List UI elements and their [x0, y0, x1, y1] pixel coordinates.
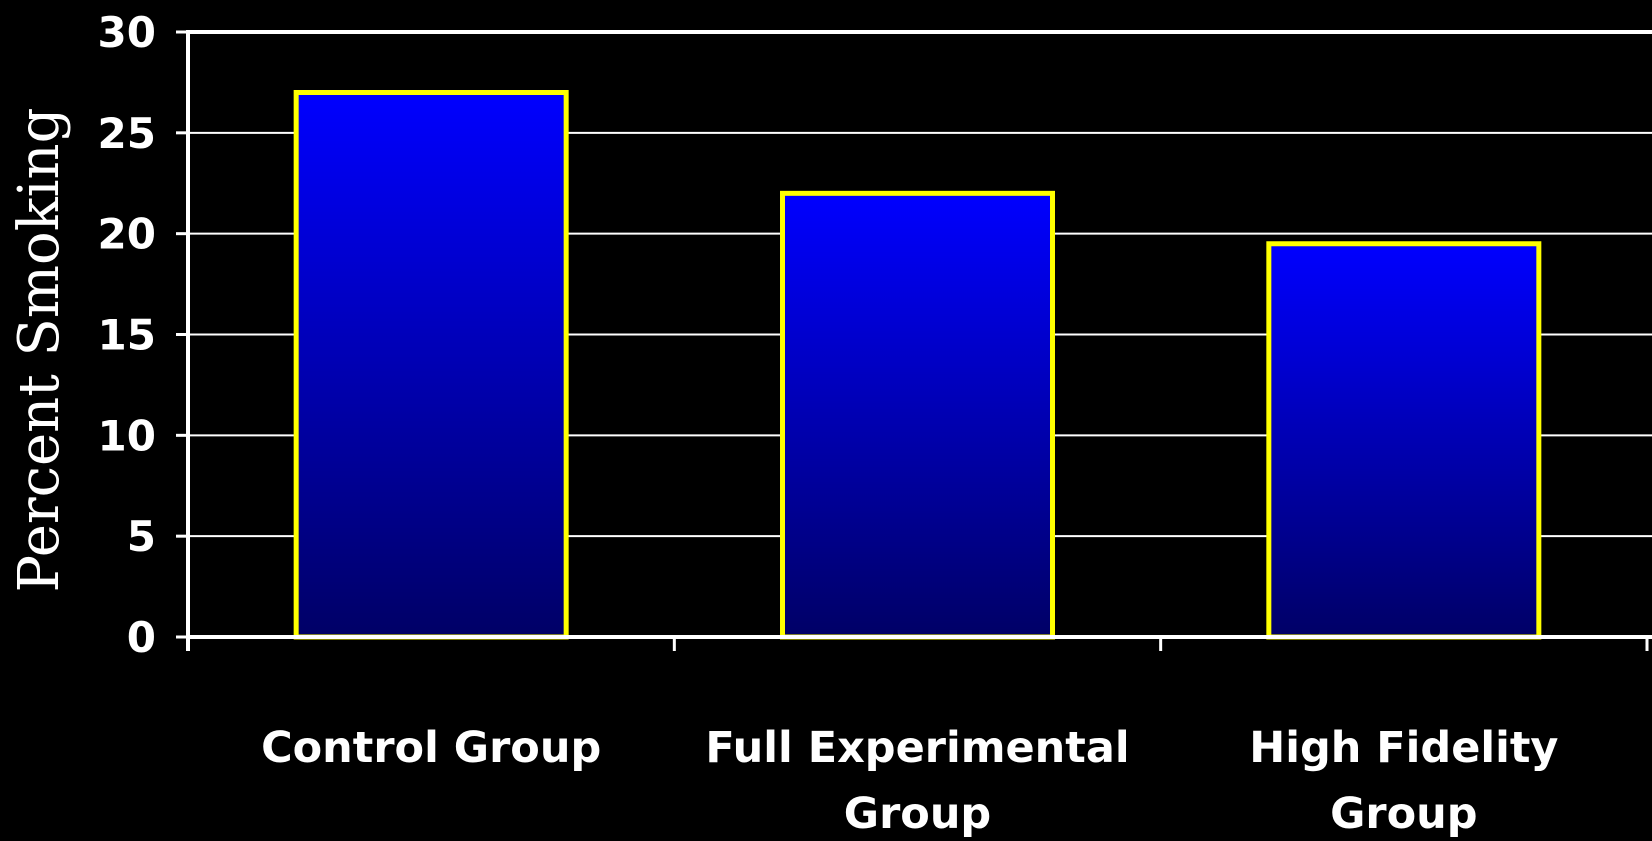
y-tick-label-10: 10 [98, 411, 156, 460]
bars [293, 90, 1542, 640]
category-label-2-line-1: Group [1330, 789, 1477, 839]
y-tick-labels: 0 5 10 15 20 25 30 [98, 8, 156, 662]
y-axis-title: Percent Smoking [7, 108, 72, 593]
axes [176, 30, 1652, 651]
category-label-1-line-0: Full Experimental [705, 723, 1129, 773]
bar-1 [780, 190, 1055, 640]
y-tick-label-25: 25 [98, 109, 156, 158]
bar-2 [1266, 241, 1542, 640]
bar-0 [293, 90, 569, 640]
y-tick-label-0: 0 [127, 613, 156, 662]
y-tick-label-20: 20 [98, 210, 156, 259]
category-label-2-line-0: High Fidelity [1249, 723, 1558, 773]
category-label-1-line-1: Group [844, 789, 991, 839]
y-tick-label-30: 30 [98, 8, 156, 57]
x-category-labels: Control Group Full Experimental Group High … [261, 723, 1558, 839]
y-tick-label-5: 5 [127, 512, 156, 561]
category-label-0-line-0: Control Group [261, 723, 601, 773]
y-tick-label-15: 15 [98, 311, 156, 360]
